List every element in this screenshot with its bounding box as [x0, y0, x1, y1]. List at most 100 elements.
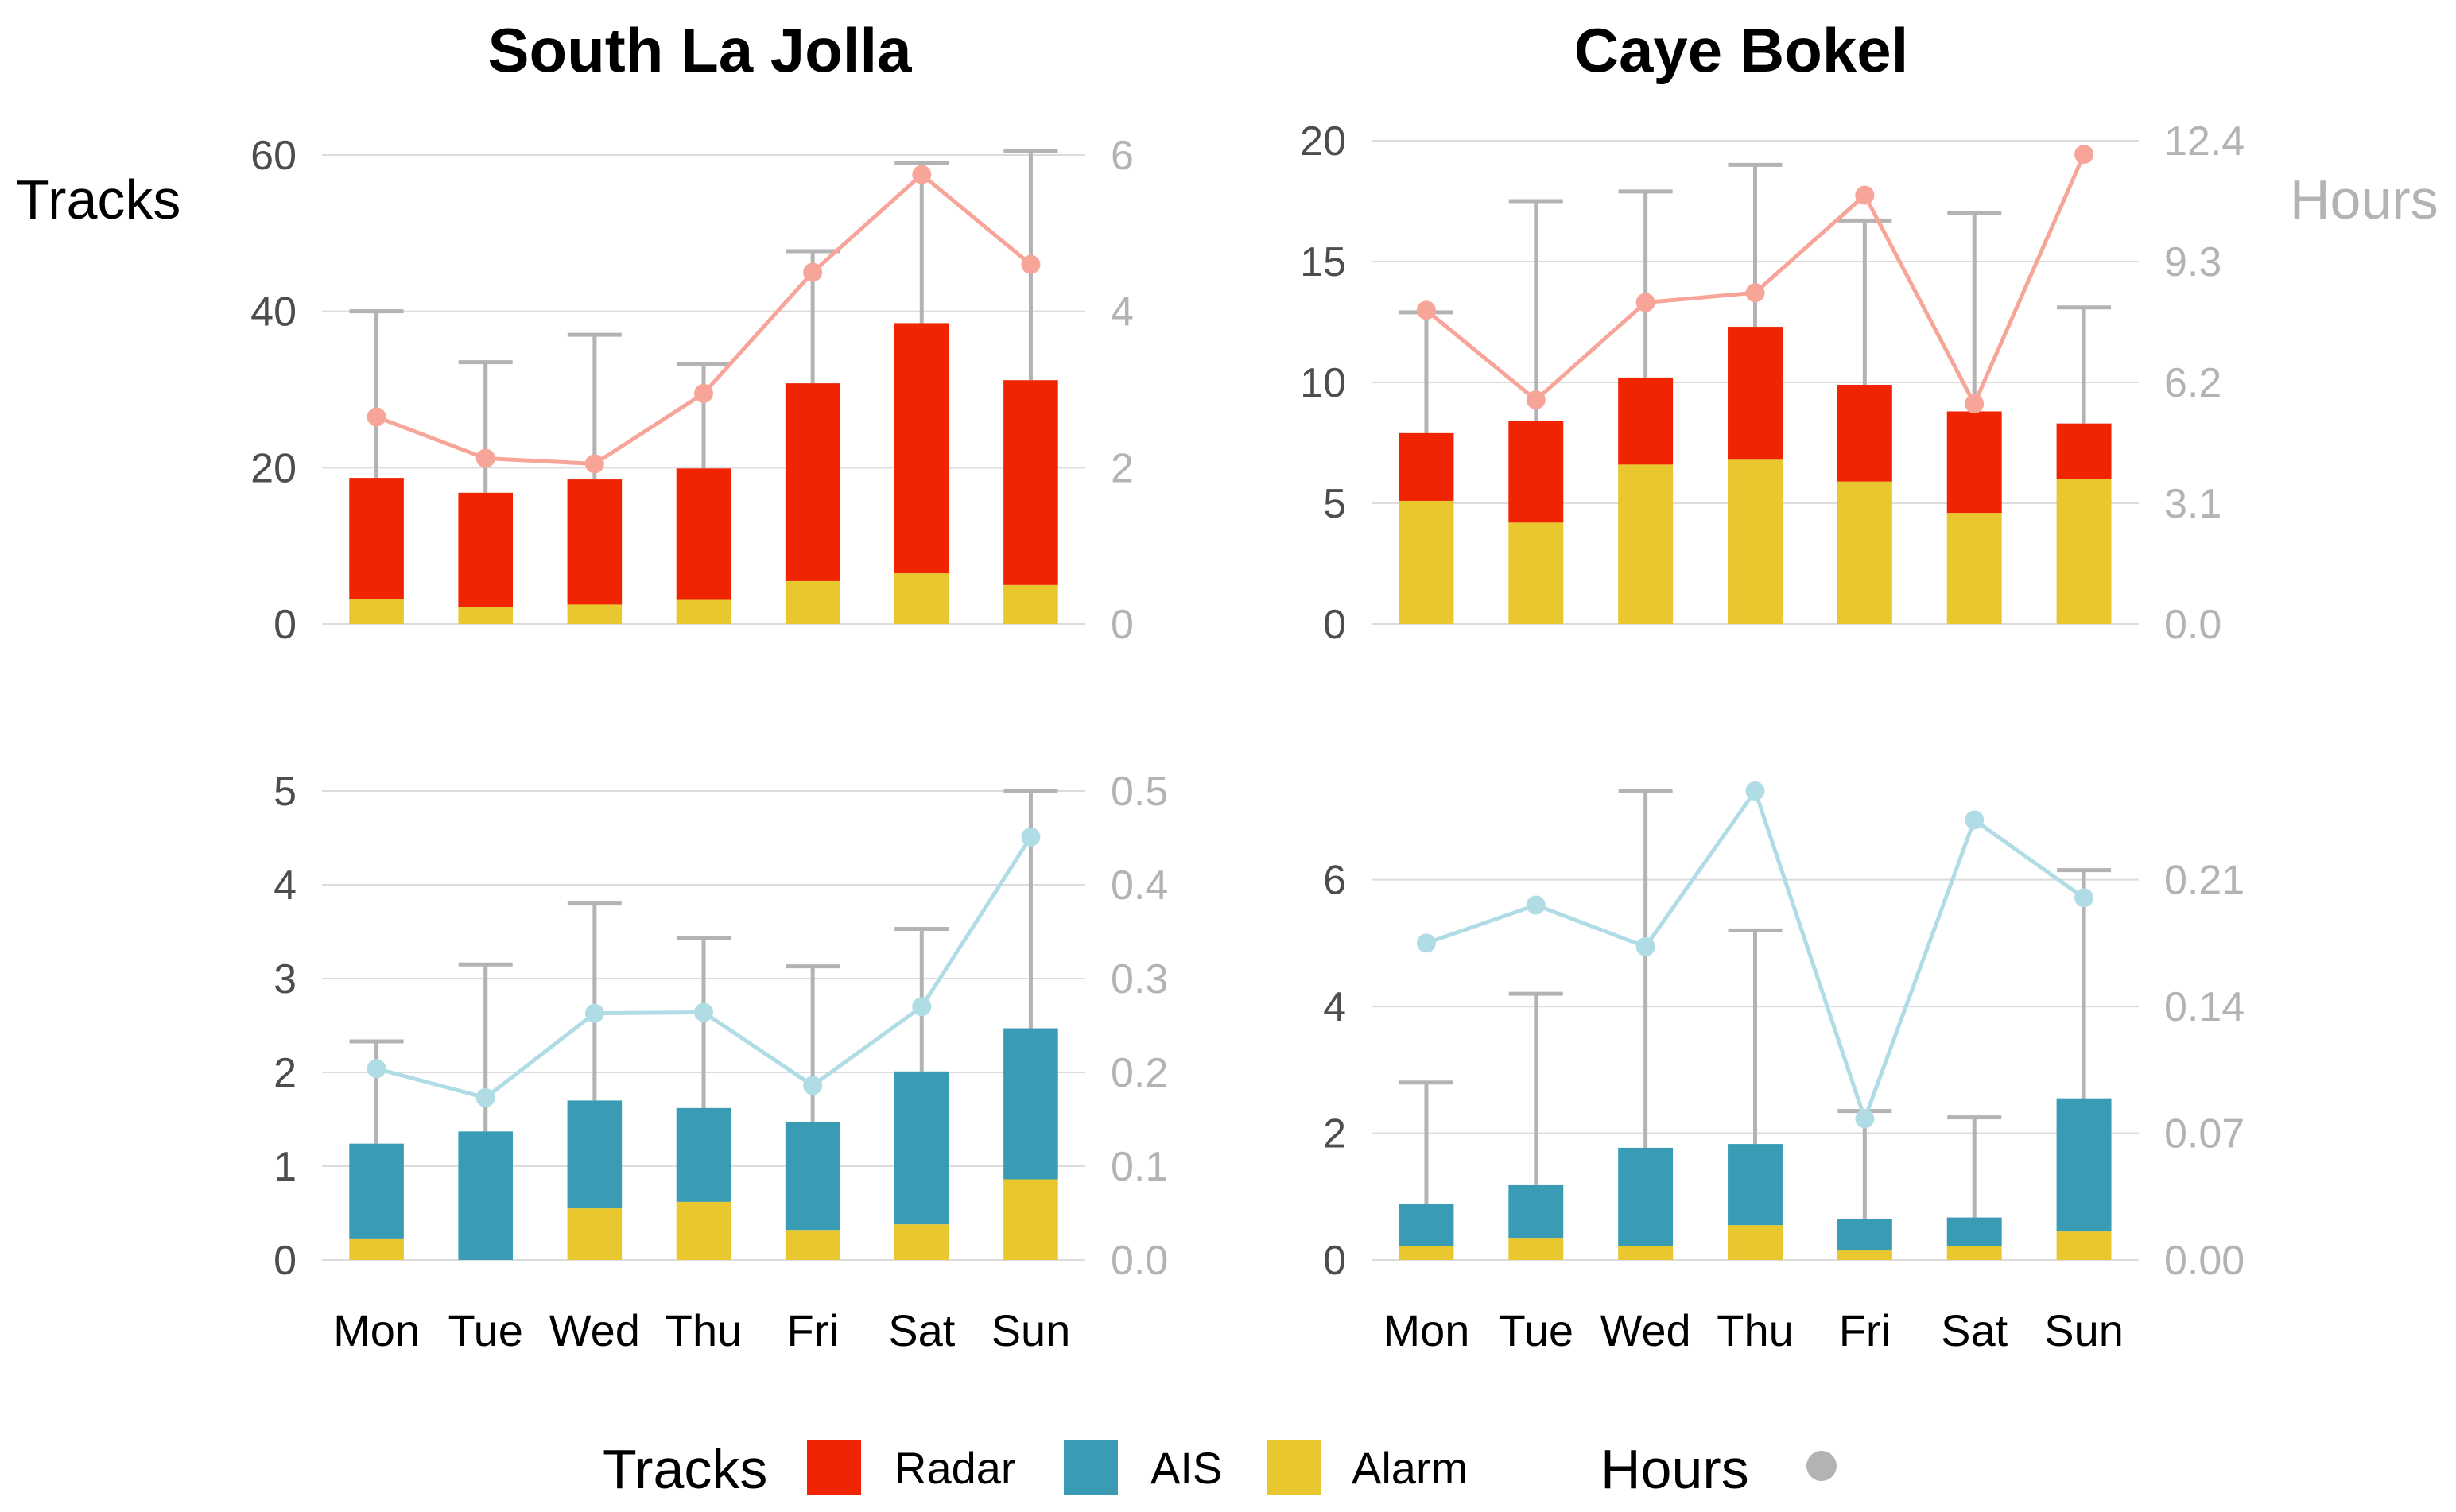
y2-axis-title-hours: Hours: [2290, 169, 2439, 231]
y-tick-label: 10: [1300, 360, 1346, 406]
hours-point-mon: [367, 1059, 386, 1079]
bar-ais-mon: [349, 1143, 404, 1239]
x-tick-label-tue: Tue: [448, 1305, 523, 1355]
panel-south-la-jolla-bottom: 0 1 2 3 4 5 0.0 0.1 0.2 0.3 0.4 0.5 Mon Tue Wed Thu Fri S…: [274, 769, 1168, 1355]
bar-alarm-sat: [894, 1224, 949, 1260]
y-tick-label: 4: [274, 863, 297, 909]
bar-ais-sun: [2056, 1098, 2112, 1232]
x-tick-label-thu: Thu: [665, 1305, 743, 1355]
hours-point-sat: [1965, 810, 1985, 830]
hours-point-sat: [912, 997, 932, 1017]
hours-point-fri: [1855, 185, 1875, 205]
y-tick-label: 15: [1300, 239, 1346, 285]
y2-tick-label: 2: [1111, 445, 1134, 491]
y-tick-label: 0: [274, 1238, 297, 1284]
y-tick-label: 3: [274, 956, 297, 1002]
y-tick-label: 5: [1323, 481, 1346, 527]
y-tick-label: 0: [1323, 1238, 1346, 1284]
x-tick-label-wed: Wed: [1600, 1305, 1691, 1355]
bar-alarm-sun: [2056, 479, 2112, 624]
bar-radar-thu: [676, 468, 731, 600]
bar-alarm-thu: [676, 1201, 731, 1260]
y2-tick-label: 0.21: [2164, 858, 2245, 904]
y2-tick-label: 0.1: [1111, 1144, 1168, 1190]
bar-alarm-wed: [1618, 1246, 1674, 1260]
hours-point-wed: [584, 454, 604, 474]
hours-point-thu: [694, 383, 713, 403]
bar-ais-fri: [785, 1122, 840, 1231]
bar-alarm-wed: [1618, 464, 1674, 624]
y-tick-label: 1: [274, 1144, 297, 1190]
hours-point-wed: [584, 1003, 604, 1023]
bar-alarm-fri: [785, 580, 840, 624]
x-tick-label-mon: Mon: [1383, 1305, 1469, 1355]
hours-point-thu: [1745, 283, 1765, 303]
y2-tick-label: 0.3: [1111, 956, 1168, 1002]
y-tick-label: 0: [1323, 602, 1346, 648]
hours-point-fri: [803, 1076, 823, 1095]
hours-point-mon: [1416, 300, 1436, 320]
hours-point-fri: [803, 262, 823, 282]
bar-ais-sat: [894, 1071, 949, 1225]
y2-tick-label: 12.4: [2164, 118, 2245, 165]
y2-tick-label: 9.3: [2164, 239, 2221, 285]
bar-radar-mon: [349, 478, 404, 599]
y2-tick-label: 0.4: [1111, 863, 1168, 909]
bar-radar-tue: [458, 492, 513, 607]
hours-point-sun: [2074, 888, 2094, 908]
bar-alarm-tue: [1508, 522, 1564, 624]
legend-label-ais: AIS: [1150, 1443, 1222, 1493]
bar-alarm-tue: [1508, 1238, 1564, 1260]
y2-tick-label: 6.2: [2164, 360, 2221, 406]
bar-ais-tue: [458, 1131, 513, 1260]
bar-radar-wed: [1618, 377, 1674, 465]
y-tick-label: 5: [274, 769, 297, 815]
bar-alarm-thu: [676, 599, 731, 624]
bar-alarm-wed: [567, 604, 623, 624]
y-tick-label: 20: [1300, 118, 1346, 165]
bar-ais-sun: [1003, 1028, 1058, 1180]
x-tick-label-sun: Sun: [2044, 1305, 2124, 1355]
y2-tick-label: 0: [1111, 602, 1134, 648]
y2-tick-label: 4: [1111, 289, 1134, 335]
bar-radar-sun: [2056, 423, 2112, 479]
x-tick-label-fri: Fri: [1839, 1305, 1891, 1355]
hours-point-sat: [912, 165, 932, 184]
x-tick-label-thu: Thu: [1717, 1305, 1794, 1355]
bar-ais-tue: [1508, 1184, 1564, 1239]
y2-tick-label: 0.0: [1111, 1238, 1168, 1284]
y2-tick-label: 0.07: [2164, 1111, 2245, 1157]
hours-point-wed: [1635, 293, 1655, 312]
bar-ais-mon: [1399, 1204, 1454, 1246]
y2-tick-label: 6: [1111, 133, 1134, 179]
bar-radar-fri: [1837, 385, 1892, 482]
bar-radar-sat: [1946, 411, 2002, 514]
y2-tick-label: 3.1: [2164, 481, 2221, 527]
bar-alarm-sun: [1003, 584, 1058, 624]
y-tick-label: 4: [1323, 984, 1346, 1030]
hours-point-tue: [475, 1087, 495, 1107]
y2-tick-label: 0.0: [2164, 602, 2221, 648]
y-tick-label: 20: [250, 445, 297, 491]
bar-alarm-mon: [1399, 500, 1454, 624]
panel-caye-bokel-bottom: 0 2 4 6 0.00 0.07 0.14 0.21 Mon Tue Wed Thu Fri Sat Su…: [1323, 781, 2245, 1355]
title-south-la-jolla: South La Jolla: [487, 15, 912, 85]
legend-swatch-radar: [807, 1440, 861, 1495]
bar-alarm-thu: [1728, 1225, 1783, 1260]
bar-ais-thu: [676, 1107, 731, 1202]
y-axis-title-tracks: Tracks: [16, 169, 180, 231]
bar-radar-mon: [1399, 432, 1454, 501]
legend-title-hours: Hours: [1600, 1438, 1749, 1500]
legend-title-tracks: Tracks: [603, 1438, 767, 1500]
hours-point-wed: [1635, 936, 1655, 956]
bar-alarm-sat: [1946, 513, 2002, 624]
bar-alarm-fri: [785, 1230, 840, 1260]
bar-ais-wed: [567, 1100, 623, 1209]
hours-point-tue: [1526, 390, 1546, 410]
hours-point-tue: [475, 448, 495, 468]
legend-swatch-ais: [1064, 1440, 1118, 1495]
hours-point-sun: [1021, 827, 1041, 847]
bar-alarm-mon: [349, 1238, 404, 1260]
x-tick-label-wed: Wed: [549, 1305, 640, 1355]
